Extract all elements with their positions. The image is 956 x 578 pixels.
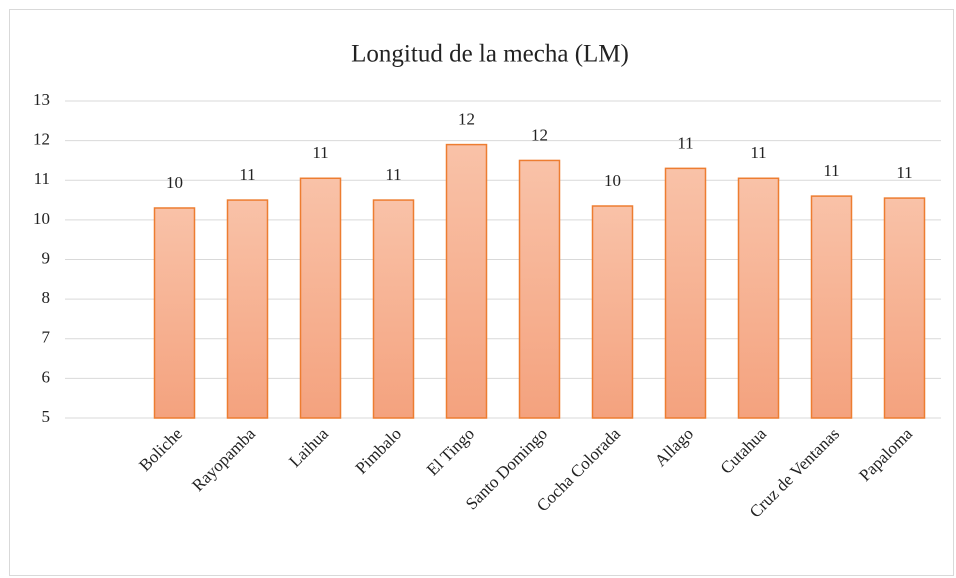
chart-title: Longitud de la mecha (LM) xyxy=(351,41,629,68)
data-label: 11 xyxy=(823,161,839,180)
data-label: 11 xyxy=(385,165,401,184)
bar xyxy=(518,159,561,419)
y-tick-label: 5 xyxy=(42,407,51,426)
bar xyxy=(737,177,780,419)
y-tick-label: 13 xyxy=(33,90,50,109)
y-tick-label: 8 xyxy=(42,288,51,307)
data-label: 11 xyxy=(312,143,328,162)
bar xyxy=(883,197,926,419)
data-label: 10 xyxy=(604,171,621,190)
data-label: 11 xyxy=(750,143,766,162)
y-tick-label: 9 xyxy=(42,248,51,267)
data-label: 10 xyxy=(166,173,183,192)
bar xyxy=(372,199,415,419)
y-tick-label: 10 xyxy=(33,209,50,228)
y-tick-label: 11 xyxy=(34,169,50,188)
y-tick-label: 12 xyxy=(33,130,50,149)
bar xyxy=(226,199,269,419)
bar xyxy=(153,207,196,419)
data-label: 11 xyxy=(239,165,255,184)
bar xyxy=(664,167,707,419)
bar xyxy=(445,143,488,419)
y-tick-label: 7 xyxy=(42,328,51,347)
bar xyxy=(810,195,853,419)
y-tick-label: 6 xyxy=(42,367,51,386)
data-label: 12 xyxy=(458,109,475,128)
data-label: 11 xyxy=(896,163,912,182)
bar xyxy=(591,205,634,419)
data-label: 12 xyxy=(531,125,548,144)
data-label: 11 xyxy=(677,133,693,152)
bar xyxy=(299,177,342,419)
